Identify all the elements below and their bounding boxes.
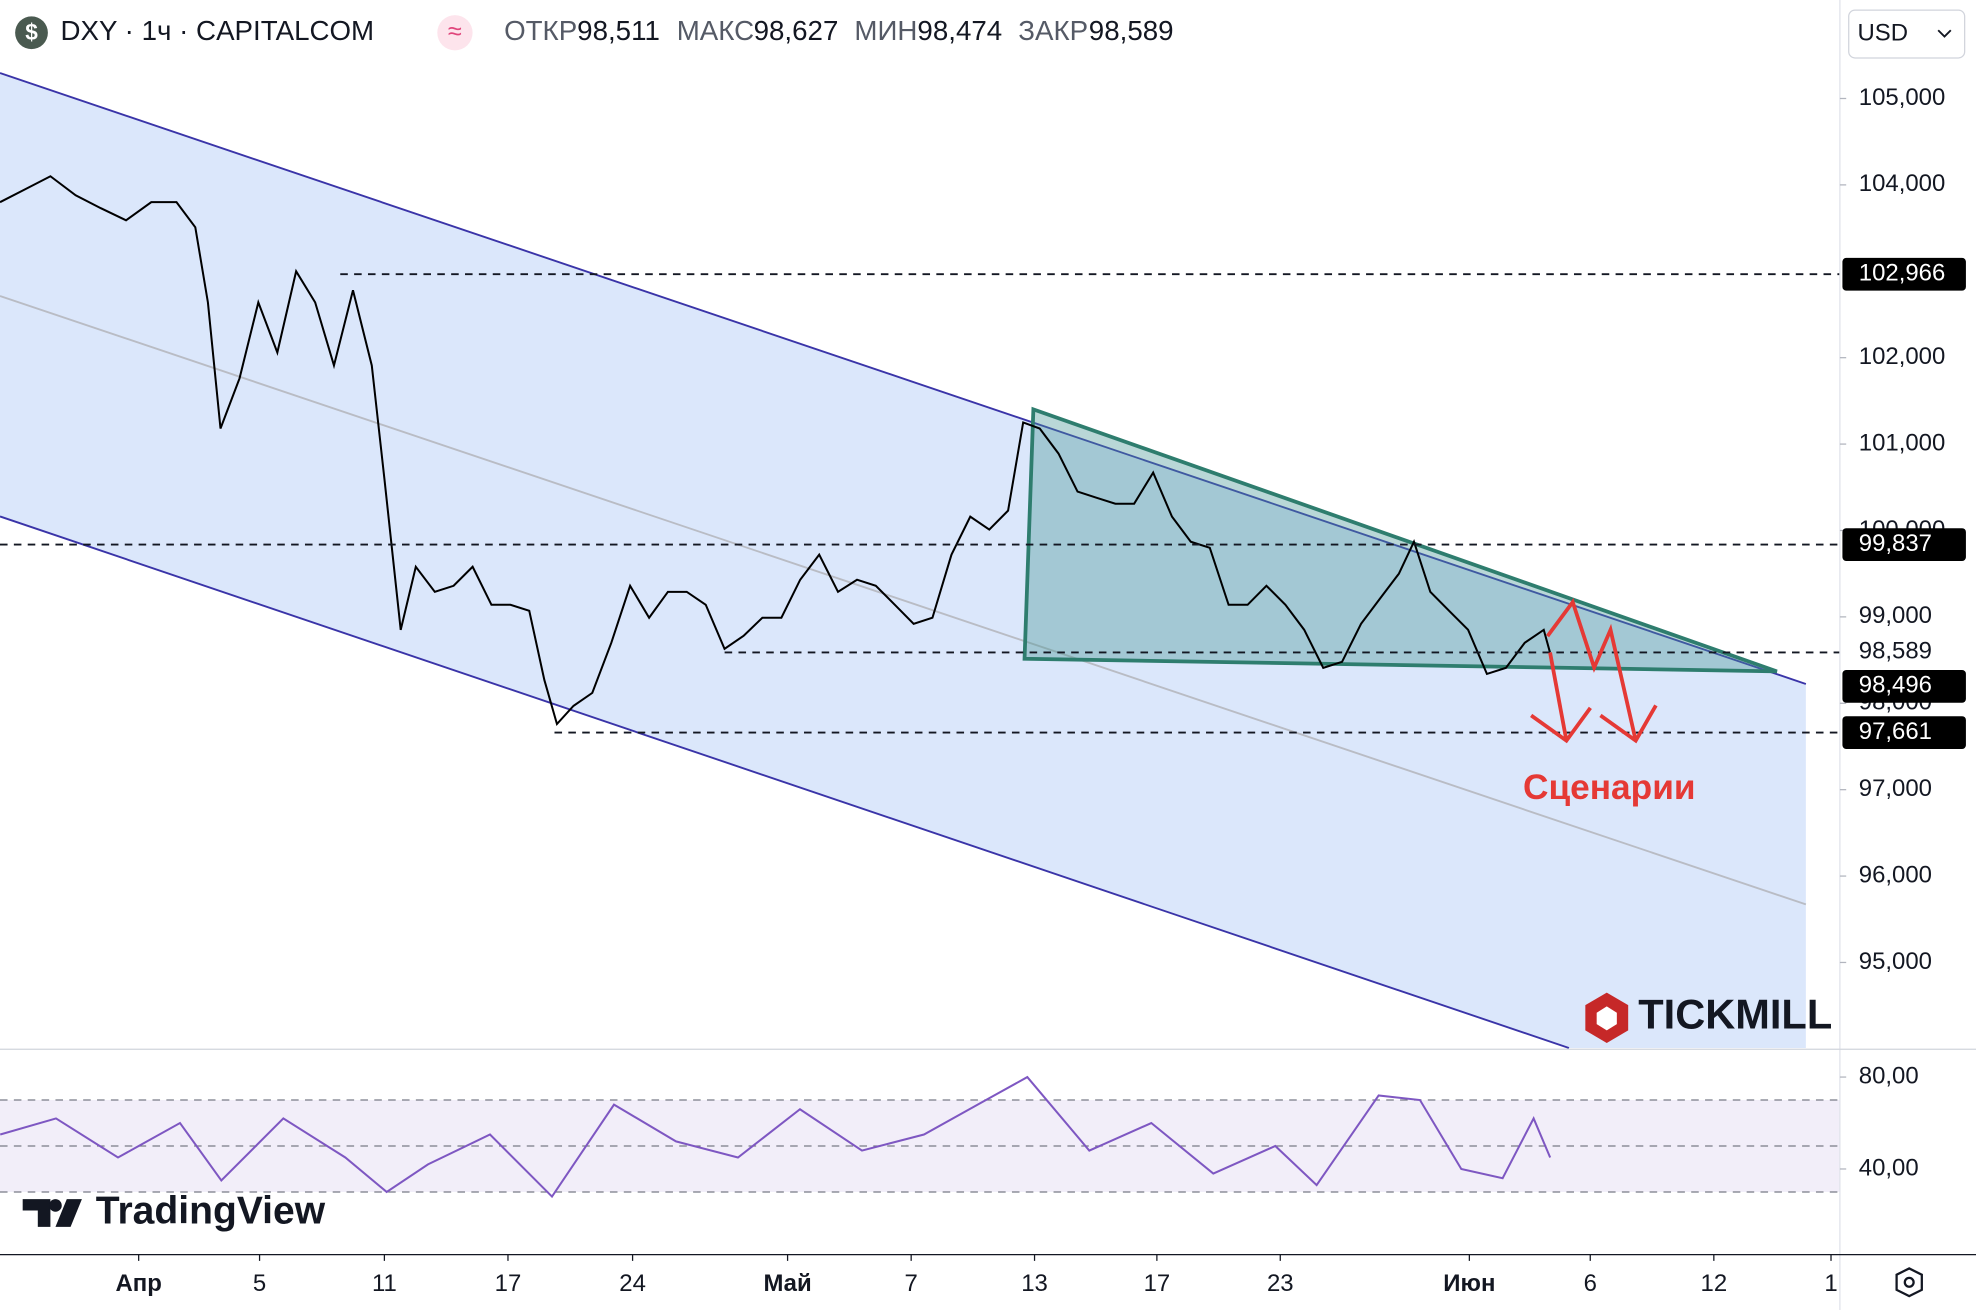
ohlc-label: ОТКР (504, 15, 577, 46)
y-tick-label: 105,000 (1859, 84, 1946, 111)
ohlc-value: 98,511 (577, 15, 660, 46)
x-tick-label: Апр (115, 1270, 161, 1297)
price-tag (1842, 257, 1966, 291)
indicator-icon (437, 15, 473, 51)
x-tick-label: 23 (1267, 1270, 1294, 1297)
x-tick-label: 12 (1701, 1270, 1728, 1297)
dropdown-arrow (1937, 29, 1952, 38)
ohlc-label: МАКС (677, 15, 754, 46)
x-tick-label: Июн (1443, 1270, 1495, 1297)
channel-lower (0, 515, 1570, 1049)
time-axis-bg (0, 1253, 1976, 1310)
price-tag (1842, 670, 1966, 703)
y-tick-label: 97,000 (1859, 775, 1932, 802)
rsi-tick-label: 80,00 (1859, 1062, 1919, 1089)
price-tag-label: 97,661 (1859, 718, 1932, 745)
price-tag-label: 99,837 (1859, 530, 1932, 557)
tradingview-logo: TradingView (22, 1189, 326, 1232)
x-tick-label: Май (763, 1270, 811, 1297)
ohlc-value: 98,589 (1089, 15, 1174, 46)
x-tick-label: 1 (1824, 1270, 1837, 1297)
ohlc-value: 98,474 (917, 15, 1002, 46)
ohlc-label: ЗАКР (1018, 15, 1088, 46)
annotation: Сценарии (1523, 768, 1696, 807)
price-tag-label: 98,496 (1859, 672, 1932, 699)
channel-mid (0, 295, 1807, 906)
price-tag-label: 98,589 (1859, 638, 1932, 665)
indicator-icon-text: ≈ (448, 17, 462, 45)
y-tick-label: 96,000 (1859, 861, 1932, 888)
price-tag (1842, 528, 1966, 561)
symbol-icon (15, 16, 48, 50)
x-tick-label: 7 (905, 1270, 918, 1297)
x-tick-label: 24 (619, 1270, 646, 1297)
y-tick-label: 102,000 (1859, 343, 1946, 370)
x-tick-label: 5 (253, 1270, 266, 1297)
y-tick-label: 99,000 (1859, 602, 1932, 629)
ohlc-value: 98,627 (754, 15, 839, 46)
triangle (1022, 406, 1778, 674)
symbol-icon-text: $ (25, 19, 38, 45)
y-tick-label: 104,000 (1859, 170, 1946, 197)
settings-icon[interactable] (1895, 1267, 1923, 1298)
channel-fill (0, 73, 1806, 1049)
rsi-tick-label: 40,00 (1859, 1154, 1919, 1181)
platform: TradingView (96, 1189, 326, 1232)
channel-upper (0, 72, 1807, 685)
currency-select[interactable] (1848, 9, 1966, 59)
x-tick-label: 11 (372, 1270, 397, 1297)
ohlc-label: МИН (854, 15, 917, 46)
price-tag (1842, 716, 1966, 749)
price-tag (1842, 636, 1966, 669)
scenario-arrows (1530, 598, 1658, 744)
x-tick-label: 17 (1144, 1270, 1171, 1297)
x-tick-label: 6 (1584, 1270, 1597, 1297)
y-tick-label: 101,000 (1859, 429, 1946, 456)
x-tick-label: 17 (495, 1270, 522, 1297)
tickmill-logo: TICKMILL (1585, 991, 1832, 1043)
symbol[interactable]: DXY · 1ч · CAPITALCOM (60, 15, 374, 46)
y-tick-label: 95,000 (1859, 948, 1932, 975)
currency[interactable]: USD (1858, 19, 1909, 46)
broker: TICKMILL (1638, 991, 1832, 1038)
price-line (0, 175, 1551, 727)
price-tag-label: 102,966 (1859, 260, 1946, 287)
rsi-line (0, 1075, 1552, 1199)
x-tick-label: 13 (1021, 1270, 1048, 1297)
